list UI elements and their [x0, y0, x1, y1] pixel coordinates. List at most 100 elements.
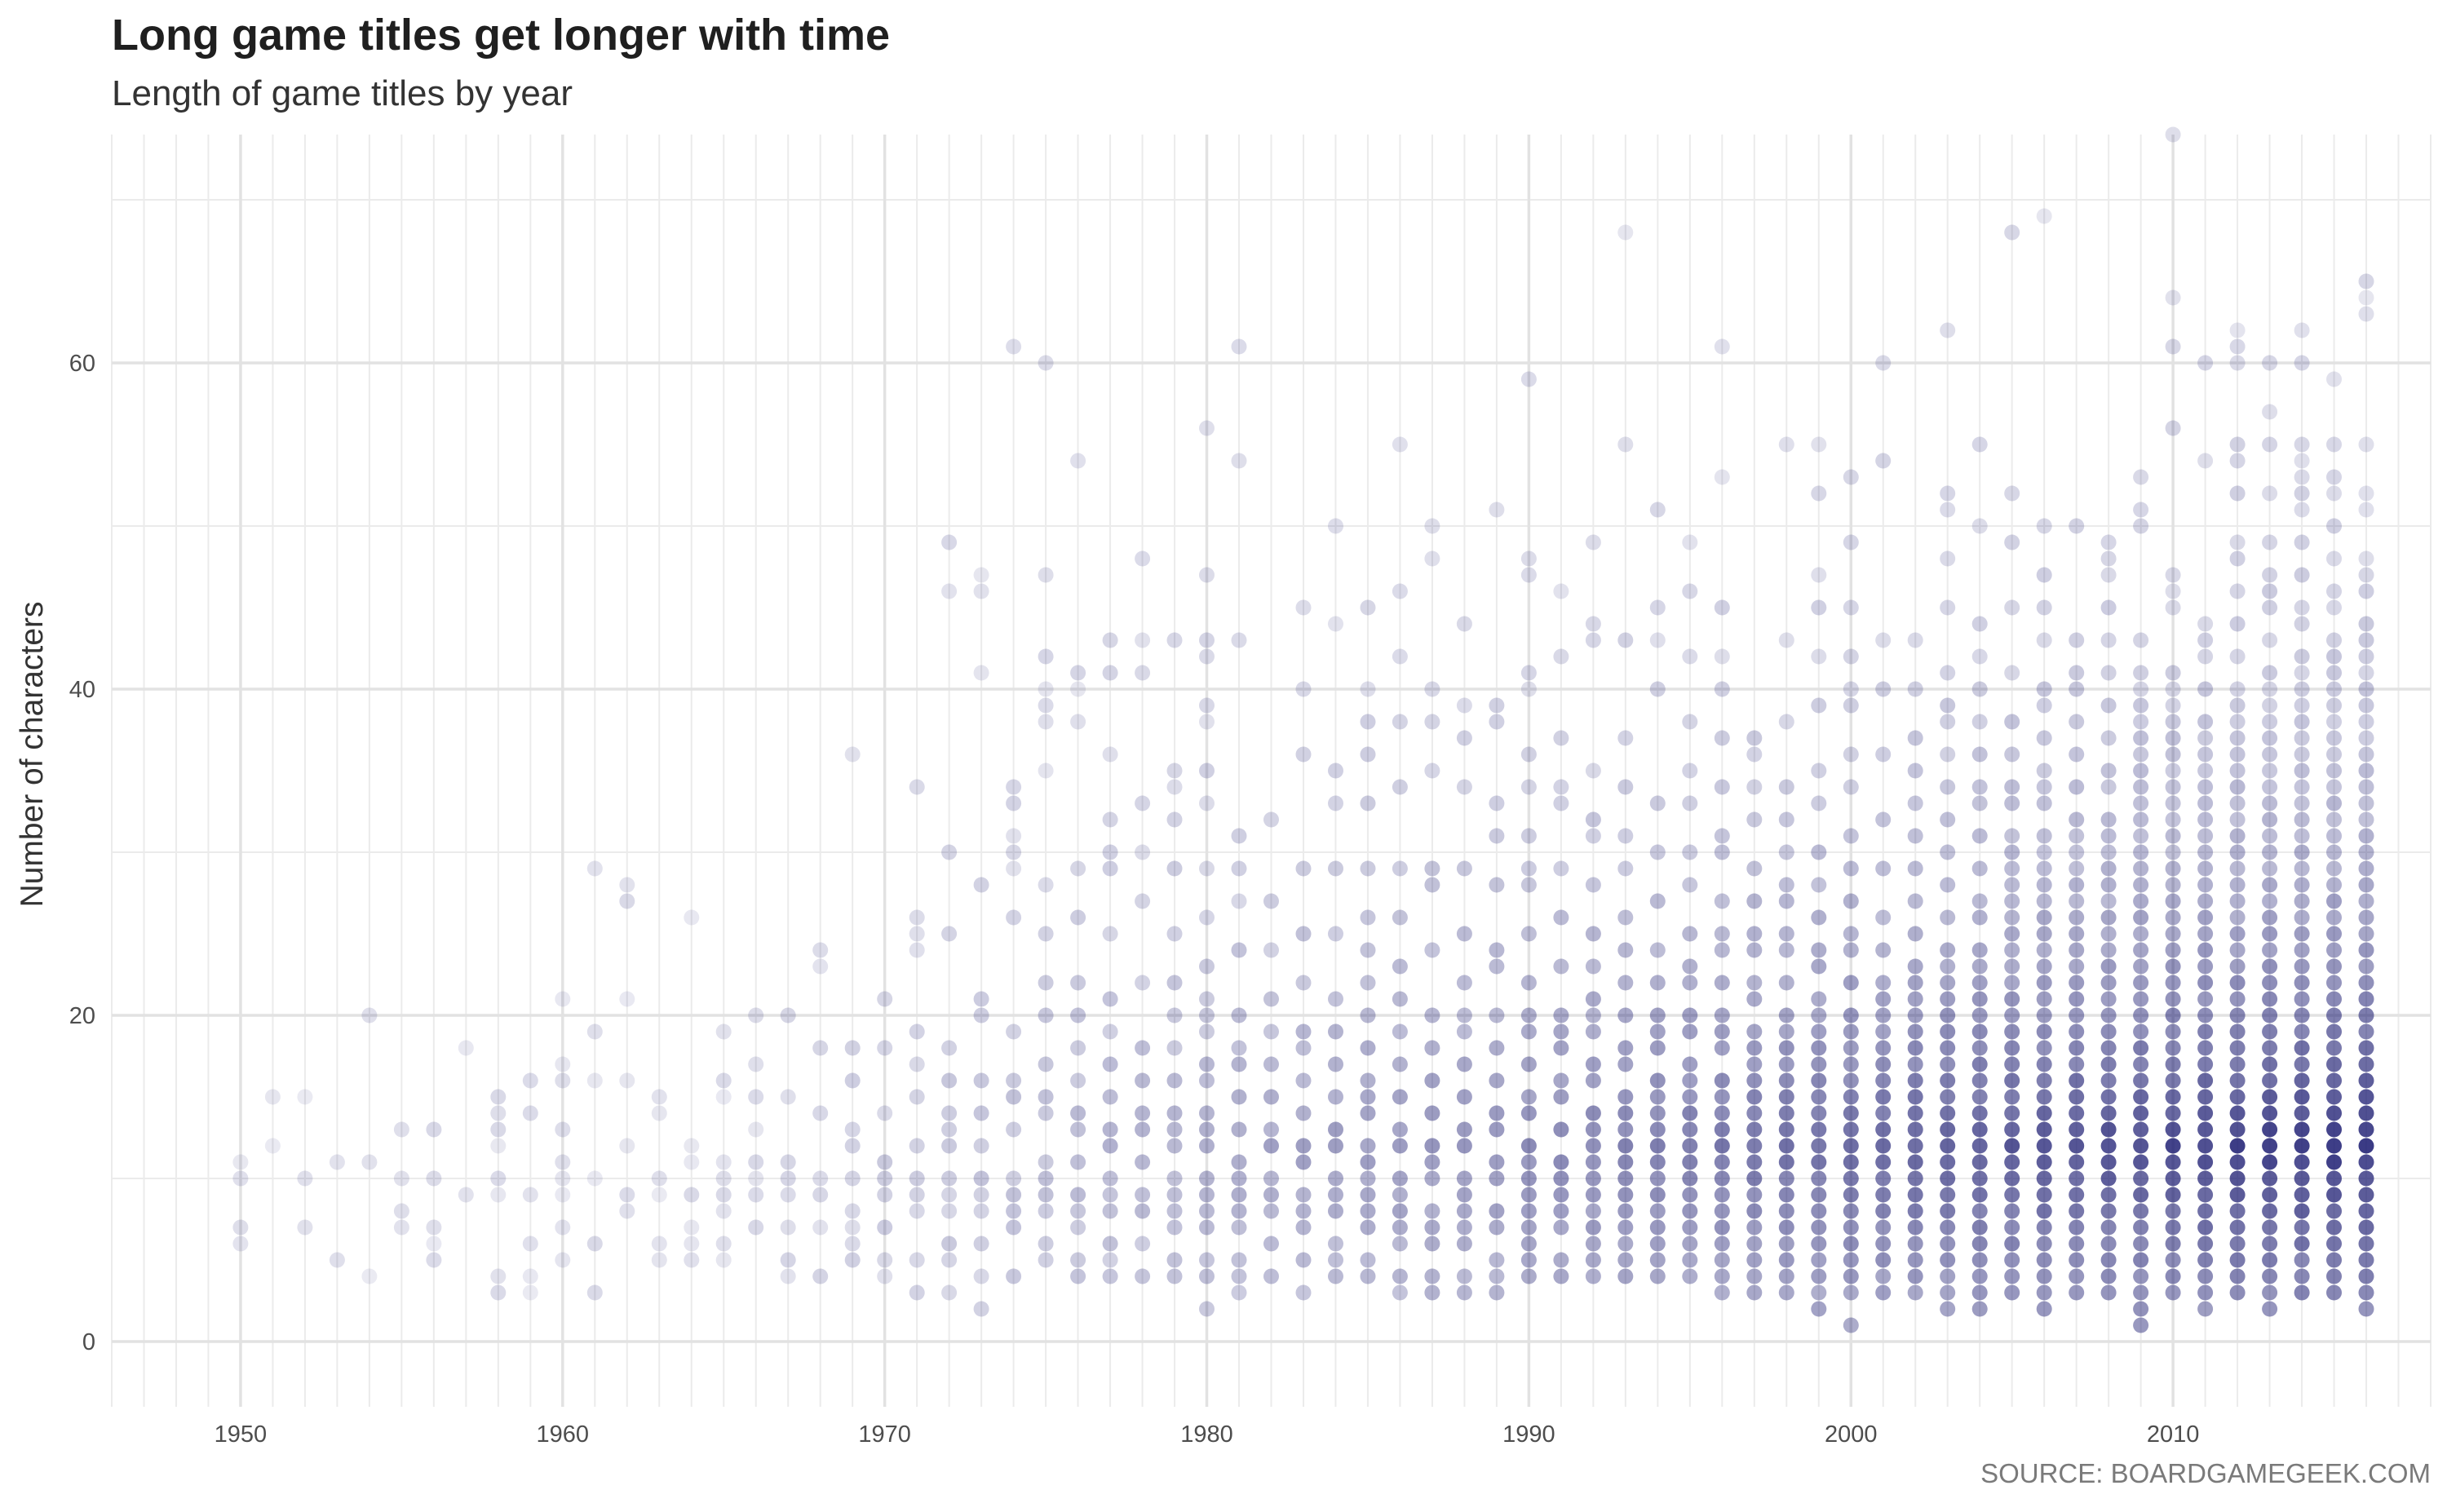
data-point: [1746, 1105, 1763, 1121]
data-point: [2133, 1138, 2149, 1154]
data-point: [1553, 648, 1569, 665]
data-point: [2358, 942, 2374, 958]
data-point: [2294, 1203, 2310, 1219]
data-point: [2004, 599, 2020, 616]
data-point: [1940, 975, 1956, 991]
data-point: [2262, 1089, 2278, 1105]
data-point: [1617, 860, 1634, 877]
data-point: [1360, 599, 1376, 616]
data-point: [2197, 1072, 2214, 1089]
data-point: [1585, 958, 1601, 975]
data-point: [2100, 1219, 2117, 1236]
data-point: [1038, 567, 1054, 583]
data-point: [1875, 1072, 1892, 1089]
data-point: [1940, 550, 1956, 567]
data-point: [1746, 1219, 1763, 1236]
data-point: [1971, 746, 1988, 763]
data-point: [1843, 534, 1859, 550]
data-point: [1746, 991, 1763, 1007]
data-point: [1971, 1056, 1988, 1072]
data-point: [941, 1170, 958, 1187]
data-point: [973, 1203, 989, 1219]
data-point: [2326, 632, 2342, 648]
data-point: [1520, 371, 1537, 387]
data-point: [941, 1252, 958, 1268]
data-point: [2326, 1089, 2342, 1105]
data-point: [1940, 1268, 1956, 1284]
data-point: [2294, 763, 2310, 779]
data-point: [715, 1089, 732, 1105]
data-point: [909, 1203, 925, 1219]
data-point: [2358, 583, 2374, 599]
data-point: [1875, 1284, 1892, 1301]
data-point: [2036, 893, 2052, 909]
data-point: [1489, 1072, 1505, 1089]
data-point: [844, 1040, 861, 1056]
data-point: [2069, 877, 2085, 893]
data-point: [1940, 991, 1956, 1007]
data-point: [2004, 779, 2020, 795]
data-point: [1971, 714, 1988, 730]
data-point: [2197, 648, 2214, 665]
data-point: [1360, 1089, 1376, 1105]
data-point: [1520, 877, 1537, 893]
data-point: [748, 1187, 764, 1203]
data-point: [2133, 730, 2149, 746]
data-point: [2133, 632, 2149, 648]
data-point: [2165, 860, 2181, 877]
data-point: [2358, 795, 2374, 811]
data-point: [1328, 1236, 1343, 1252]
data-point: [2358, 616, 2374, 632]
data-point: [2294, 975, 2310, 991]
data-point: [748, 1219, 764, 1236]
data-point: [715, 1023, 732, 1040]
data-point: [1263, 1187, 1279, 1203]
data-point: [2069, 1072, 2085, 1089]
data-point: [1843, 1317, 1859, 1333]
data-point: [2100, 730, 2117, 746]
data-point: [1231, 1170, 1247, 1187]
data-point: [973, 665, 989, 681]
data-point: [1617, 909, 1634, 926]
data-point: [2036, 599, 2052, 616]
data-point: [1199, 763, 1215, 779]
data-point: [2036, 763, 2052, 779]
data-point: [1231, 453, 1247, 469]
data-point: [2326, 1187, 2342, 1203]
data-point: [2165, 763, 2181, 779]
data-point: [490, 1170, 507, 1187]
data-point: [1971, 991, 1988, 1007]
data-point: [1875, 1138, 1892, 1154]
data-point: [1682, 1203, 1698, 1219]
data-point: [2294, 746, 2310, 763]
data-point: [1585, 1007, 1601, 1023]
x-tick-label: 2000: [1825, 1421, 1878, 1448]
data-point: [2294, 1284, 2310, 1301]
data-point: [1166, 1138, 1183, 1154]
data-point: [1424, 1105, 1440, 1121]
data-point: [684, 909, 700, 926]
data-point: [844, 1121, 861, 1138]
data-point: [490, 1121, 507, 1138]
data-point: [1199, 632, 1215, 648]
data-point: [2133, 811, 2149, 828]
data-point: [1456, 926, 1472, 942]
data-point: [2197, 1121, 2214, 1138]
data-point: [2004, 958, 2020, 975]
data-point: [2262, 665, 2278, 681]
data-point: [2165, 991, 2181, 1007]
data-point: [941, 1236, 958, 1252]
data-point: [1940, 1072, 1956, 1089]
data-point: [1456, 1007, 1472, 1023]
data-point: [393, 1170, 409, 1187]
data-point: [1746, 1284, 1763, 1301]
data-point: [1714, 893, 1730, 909]
data-point: [2358, 485, 2374, 502]
data-point: [973, 1170, 989, 1187]
data-point: [780, 1154, 796, 1170]
data-point: [1907, 1170, 1923, 1187]
data-point: [1714, 779, 1730, 795]
data-point: [2197, 828, 2214, 844]
data-point: [1907, 763, 1923, 779]
data-point: [2100, 567, 2117, 583]
